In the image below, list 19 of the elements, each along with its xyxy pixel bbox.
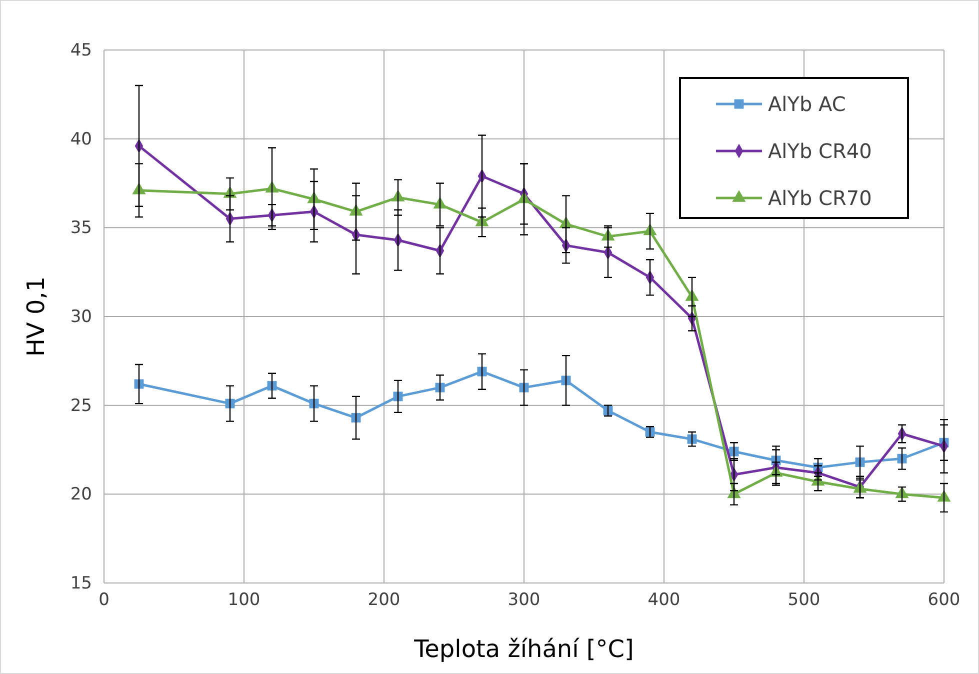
x-tick-label: 600: [928, 590, 960, 610]
y-tick-label: 30: [70, 306, 92, 327]
x-tick-label: 200: [368, 590, 400, 610]
y-tick-label: 15: [70, 573, 92, 594]
x-tick-label: 300: [508, 590, 540, 610]
y-tick-label: 40: [70, 129, 92, 150]
legend-label: AlYb CR70: [768, 186, 872, 210]
x-tick-label: 400: [648, 590, 680, 610]
legend-label: AlYb AC: [768, 92, 846, 116]
legend-label: AlYb CR40: [768, 139, 872, 163]
x-tick-label: 500: [788, 590, 820, 610]
y-tick-label: 20: [70, 484, 92, 505]
y-axis-title: HV 0,1: [22, 276, 50, 357]
x-tick-label: 0: [98, 590, 110, 610]
y-tick-label: 25: [70, 396, 92, 416]
y-tick-label: 45: [70, 40, 92, 60]
x-tick-label: 100: [228, 590, 260, 610]
y-tick-label: 35: [70, 218, 92, 238]
x-axis-title: Teplota žíhání [°C]: [413, 635, 634, 663]
